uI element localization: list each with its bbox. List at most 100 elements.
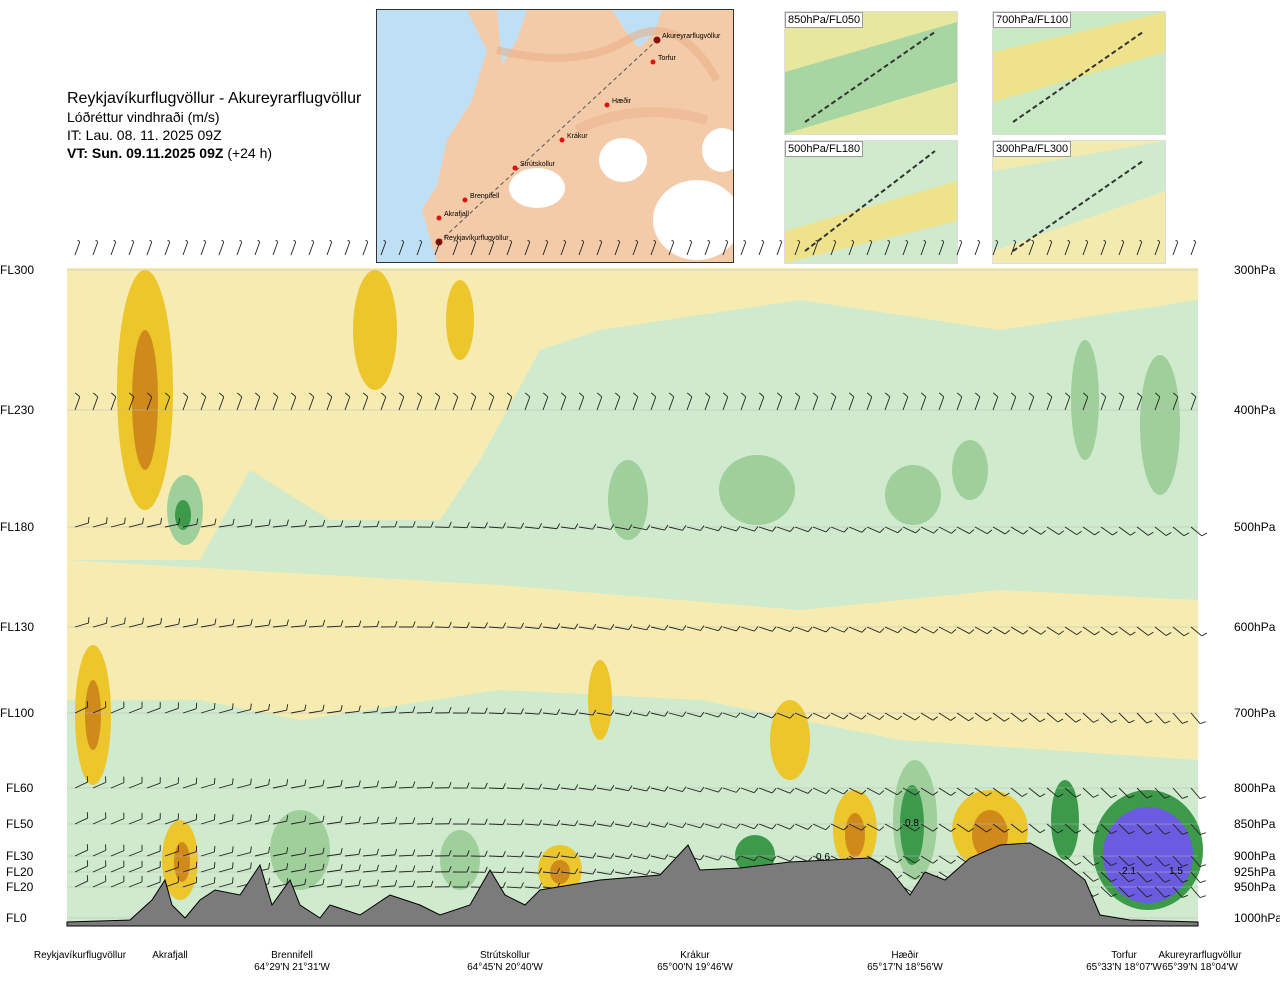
wind-barb-flag <box>682 625 687 631</box>
wind-barb-flag <box>1128 794 1135 799</box>
wind-barb-flag <box>412 865 416 872</box>
wind-barb <box>506 787 521 790</box>
wind-barb <box>974 823 987 833</box>
wind-barb <box>956 712 969 722</box>
wind-barb-flag <box>272 392 279 398</box>
wind-barb <box>92 396 99 411</box>
wind-barb-flag <box>986 792 992 797</box>
wind-barb <box>704 823 719 829</box>
wind-barb <box>848 241 855 256</box>
wind-barb-flag <box>902 392 909 398</box>
wind-barb <box>272 709 287 714</box>
wind-barb <box>1118 241 1125 256</box>
wind-barb-flag <box>506 392 513 398</box>
thumbnail-700-label: 700hPa/FL100 <box>993 12 1072 28</box>
wind-barb-flag <box>825 825 831 831</box>
wind-barb <box>290 241 297 256</box>
wind-barb-flag <box>1164 720 1171 724</box>
thumbnail-500[interactable]: 500hPa/FL180 <box>784 140 958 264</box>
map-waypoint-marker <box>650 59 656 65</box>
wind-barb-flag <box>430 781 434 788</box>
wind-barb <box>308 884 323 888</box>
wind-barb <box>560 823 575 827</box>
wind-barb-flag <box>358 620 362 627</box>
wind-barb-flag <box>556 708 561 715</box>
wind-barb-flag <box>394 780 398 788</box>
wind-barb <box>308 710 323 714</box>
wind-barb-flag <box>466 818 470 825</box>
wind-barb <box>434 396 441 411</box>
wind-barb-flag <box>1199 796 1206 800</box>
wind-barb <box>1082 526 1095 536</box>
wind-barb-flag <box>250 519 253 526</box>
wind-barb <box>794 712 809 719</box>
wind-barb-flag <box>286 863 289 870</box>
wind-barb-flag <box>592 852 597 859</box>
waypoint-name: Krákur <box>680 950 710 961</box>
wind-barb-flag <box>484 522 488 529</box>
wind-barb-flag <box>599 240 603 243</box>
wind-barb <box>1010 396 1017 411</box>
wind-barb <box>1172 396 1179 411</box>
wind-barb-flag <box>1022 630 1029 635</box>
wind-barb <box>272 852 287 857</box>
wind-barb <box>416 241 423 256</box>
wind-barb-flag <box>322 815 325 822</box>
wind-barb-flag <box>502 818 506 825</box>
wind-barb-flag <box>322 779 325 786</box>
wind-barb-flag <box>789 856 795 862</box>
wind-barb <box>218 819 233 825</box>
wind-barb-flag <box>538 819 543 826</box>
wind-barb-flag <box>484 622 488 629</box>
wind-barb <box>380 822 395 825</box>
wind-barb <box>902 241 909 256</box>
wind-barb <box>182 851 197 857</box>
wind-barb <box>1046 396 1053 411</box>
waypoint-name: Reykjavíkurflugvöllur <box>33 950 127 961</box>
wind-barb-flag <box>610 524 615 530</box>
thumbnail-500-map <box>785 141 957 263</box>
wind-barb-flag <box>861 825 867 831</box>
wind-barb-flag <box>401 240 405 243</box>
wind-barb <box>164 819 179 825</box>
wind-barb-flag <box>861 714 867 720</box>
wind-barb-flag <box>1040 630 1046 635</box>
waypoint-name: Torfur <box>1111 950 1137 961</box>
thumbnail-300[interactable]: 300hPa/FL300 <box>992 140 1166 264</box>
wind-barb <box>1136 886 1148 898</box>
wind-barb <box>524 712 539 715</box>
wind-barb-flag <box>560 392 567 398</box>
wind-barb <box>1118 396 1125 411</box>
wind-barb-flag <box>376 705 379 712</box>
wind-barb <box>218 867 233 873</box>
wind-barb <box>272 525 287 528</box>
wind-barb-flag <box>1075 861 1082 866</box>
wind-barb <box>1190 787 1201 799</box>
wind-barb <box>110 881 125 888</box>
wind-barb-flag <box>771 626 777 632</box>
wind-barb <box>938 396 945 411</box>
wind-barb <box>398 786 414 789</box>
thumbnail-850[interactable]: 850hPa/FL050 <box>784 11 958 135</box>
wind-barb-flag <box>1182 831 1189 835</box>
wind-barb-flag <box>610 785 615 791</box>
wind-barb <box>686 241 693 256</box>
wind-barb <box>1154 712 1165 724</box>
wind-barb <box>704 855 719 861</box>
wind-barb-flag <box>628 785 633 791</box>
thumbnail-700[interactable]: 700hPa/FL100 <box>992 11 1166 135</box>
wind-barb-flag <box>1147 631 1154 636</box>
wind-barb <box>200 524 215 528</box>
wind-barb-flag <box>1172 392 1179 398</box>
wind-barb <box>758 712 773 719</box>
wind-barb-flag <box>1182 879 1189 883</box>
wind-barb <box>308 625 323 628</box>
wind-barb <box>254 396 261 411</box>
wind-barb-flag <box>1146 795 1153 799</box>
wind-barb <box>326 710 341 714</box>
wind-barb <box>974 396 981 411</box>
waypoint-name: Akureyrarflugvöllur <box>1158 950 1242 961</box>
wind-barb <box>344 884 359 888</box>
wind-barb <box>920 626 934 634</box>
wind-barb-flag <box>412 849 416 856</box>
